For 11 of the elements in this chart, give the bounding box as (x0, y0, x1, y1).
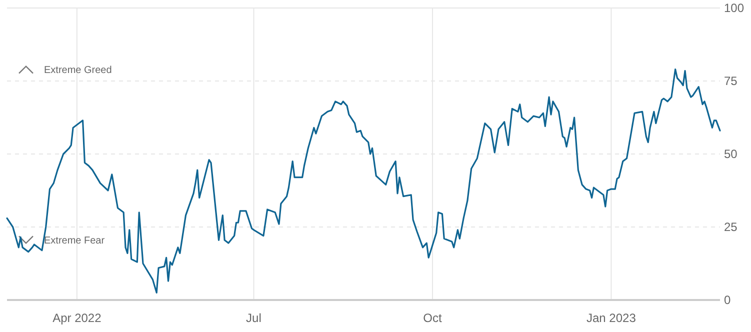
y-tick-label: 50 (724, 147, 738, 162)
x-tick-label: Oct (423, 311, 442, 325)
annotation: Extreme Greed (44, 64, 112, 76)
y-tick-label: 25 (724, 220, 738, 234)
annotation: Extreme Fear (44, 236, 106, 247)
x-tick-label: Jan 2023 (586, 311, 636, 325)
y-tick-label: 75 (724, 74, 738, 88)
x-tick-label: Jul (246, 311, 262, 325)
y-tick-label: 100 (724, 1, 744, 16)
x-tick-label: Apr 2022 (52, 311, 102, 325)
y-tick-label: 0 (724, 293, 731, 308)
